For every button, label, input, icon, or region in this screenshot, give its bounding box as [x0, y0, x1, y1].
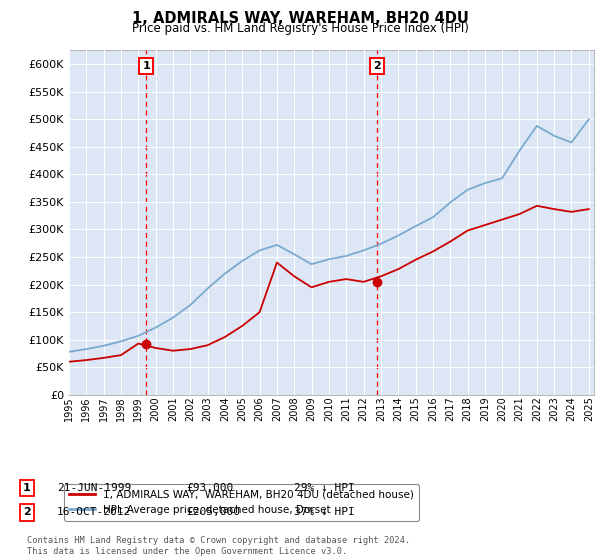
- Text: £205,000: £205,000: [186, 507, 240, 517]
- Text: 21-JUN-1999: 21-JUN-1999: [57, 483, 131, 493]
- Text: 1, ADMIRALS WAY, WAREHAM, BH20 4DU: 1, ADMIRALS WAY, WAREHAM, BH20 4DU: [131, 11, 469, 26]
- Text: 29% ↓ HPI: 29% ↓ HPI: [294, 483, 355, 493]
- Text: 1: 1: [23, 483, 31, 493]
- Text: 2: 2: [373, 61, 381, 71]
- Legend: 1, ADMIRALS WAY,  WAREHAM, BH20 4DU (detached house), HPI: Average price, detach: 1, ADMIRALS WAY, WAREHAM, BH20 4DU (deta…: [64, 484, 419, 520]
- Text: Contains HM Land Registry data © Crown copyright and database right 2024.
This d: Contains HM Land Registry data © Crown c…: [27, 536, 410, 556]
- Text: Price paid vs. HM Land Registry's House Price Index (HPI): Price paid vs. HM Land Registry's House …: [131, 22, 469, 35]
- Text: 2: 2: [23, 507, 31, 517]
- Text: 37% ↓ HPI: 37% ↓ HPI: [294, 507, 355, 517]
- Text: 16-OCT-2012: 16-OCT-2012: [57, 507, 131, 517]
- Text: £93,000: £93,000: [186, 483, 233, 493]
- Text: 1: 1: [143, 61, 151, 71]
